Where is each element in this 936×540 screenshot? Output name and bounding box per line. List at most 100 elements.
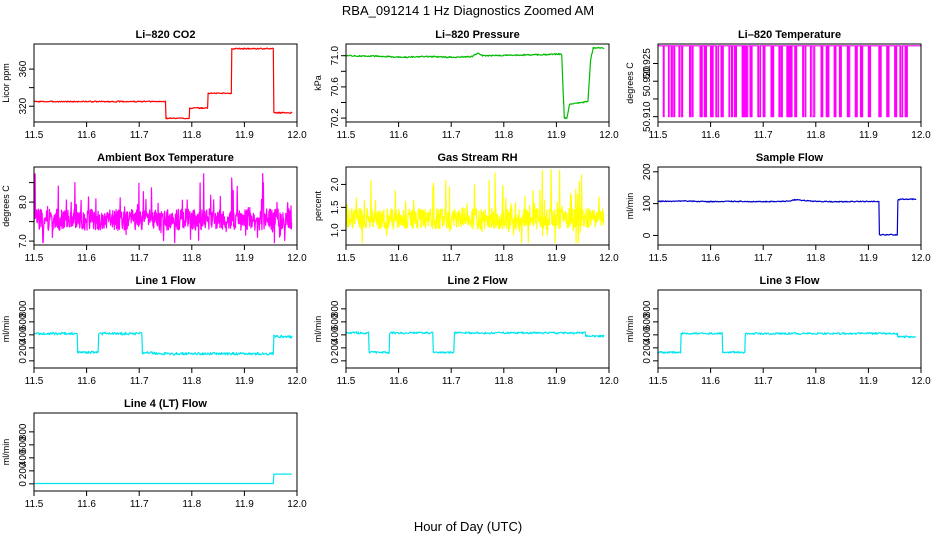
y-tick-label: 0	[642, 232, 653, 238]
series-line	[33, 331, 293, 356]
x-tick-label: 12.0	[287, 253, 307, 264]
panel-title: Li–820 Pressure	[435, 29, 519, 41]
y-tick-label: 200	[18, 339, 29, 356]
x-tick-label: 11.5	[337, 253, 356, 264]
x-tick-label: 11.6	[77, 253, 96, 264]
plot-frame	[345, 43, 610, 123]
y-axis-label: Licor ppm	[1, 63, 11, 103]
x-tick-label: 12.0	[911, 130, 931, 141]
y-axis-label: degrees C	[1, 185, 11, 227]
y-axis-label: ml/min	[1, 439, 11, 466]
figure-x-axis-label: Hour of Day (UTC)	[414, 519, 522, 534]
x-tick-label: 11.7	[442, 253, 461, 264]
y-tick-label: 71.0	[330, 46, 341, 66]
x-tick-label: 11.6	[701, 130, 720, 141]
y-tick-label: 70.2	[330, 108, 341, 128]
plot-frame	[33, 43, 298, 123]
x-tick-label: 11.6	[77, 130, 96, 141]
y-axis-label: ml/min	[1, 316, 11, 343]
x-tick-label: 11.8	[182, 376, 201, 387]
x-tick-label: 11.8	[806, 253, 825, 264]
panel-title: Line 3 Flow	[760, 275, 820, 287]
x-tick-label: 12.0	[599, 253, 619, 264]
panel-0: Li–820 CO2 Licor ppm 11.5 11.6 11.7 11.8 11.9 1…	[1, 29, 307, 141]
panel-9: Line 4 (LT) Flow ml/min 11.5 11.6 11.7 11.8 11…	[1, 398, 307, 510]
series-line	[33, 47, 293, 120]
x-tick-label: 11.9	[547, 376, 566, 387]
series-line	[345, 46, 605, 120]
x-tick-label: 11.7	[754, 130, 773, 141]
x-tick-label: 11.9	[235, 130, 254, 141]
y-axis-label: kPa	[313, 75, 323, 91]
y-tick-label: 600	[642, 313, 653, 330]
y-tick-label: 50.925	[642, 48, 653, 79]
y-axis-label: ml/min	[313, 316, 323, 343]
y-tick-label: 8.0	[18, 195, 29, 209]
series-line	[658, 45, 921, 118]
y-axis-label: ml/min	[625, 316, 635, 343]
plot-frame	[345, 166, 610, 246]
y-tick-label: 200	[642, 339, 653, 356]
y-tick-label: 200	[330, 339, 341, 356]
y-tick-label: 0	[330, 358, 341, 364]
series-line	[657, 198, 917, 236]
x-tick-label: 11.8	[494, 253, 513, 264]
y-tick-label: 600	[18, 436, 29, 453]
x-tick-label: 11.6	[701, 253, 720, 264]
plot-frame	[33, 166, 298, 246]
x-tick-label: 11.7	[754, 376, 773, 387]
x-tick-label: 12.0	[599, 130, 619, 141]
y-tick-label: 400	[18, 449, 29, 466]
y-tick-label: 7.0	[18, 234, 29, 248]
x-tick-label: 11.9	[859, 130, 878, 141]
y-tick-label: 0	[18, 481, 29, 487]
x-tick-label: 11.7	[130, 499, 149, 510]
x-tick-label: 11.7	[130, 376, 149, 387]
y-tick-label: 800	[330, 300, 341, 317]
x-tick-label: 11.9	[235, 253, 254, 264]
series-line	[345, 331, 605, 354]
panel-6: Line 1 Flow ml/min 11.5 11.6 11.7 11.8 11.9 12.…	[1, 275, 307, 387]
x-tick-label: 11.5	[649, 376, 668, 387]
chart-panels: Li–820 CO2 Licor ppm 11.5 11.6 11.7 11.8 11.9 1…	[1, 29, 931, 510]
y-axis-label: ml/min	[625, 193, 635, 220]
x-tick-label: 11.9	[235, 376, 254, 387]
x-tick-label: 11.5	[649, 253, 668, 264]
y-tick-label: 1.0	[330, 223, 341, 237]
panel-title: Sample Flow	[756, 152, 824, 164]
x-tick-label: 11.7	[130, 253, 149, 264]
panel-title: Line 2 Flow	[448, 275, 508, 287]
y-axis-label: degrees C	[625, 62, 635, 104]
x-tick-label: 11.5	[25, 499, 44, 510]
x-tick-label: 11.9	[859, 376, 878, 387]
panel-title: Li–820 CO2	[136, 29, 196, 41]
x-tick-label: 11.9	[235, 499, 254, 510]
y-tick-label: 800	[642, 300, 653, 317]
x-tick-label: 11.9	[547, 253, 566, 264]
x-tick-label: 11.8	[806, 376, 825, 387]
x-tick-label: 12.0	[287, 130, 307, 141]
x-tick-label: 11.7	[130, 130, 149, 141]
panel-title: Line 4 (LT) Flow	[124, 398, 207, 410]
y-tick-label: 0	[642, 358, 653, 364]
x-tick-label: 12.0	[599, 376, 619, 387]
panel-title: Li–820 Temperature	[738, 29, 841, 41]
y-tick-label: 400	[642, 326, 653, 343]
panel-title: Gas Stream RH	[437, 152, 517, 164]
x-tick-label: 12.0	[911, 253, 931, 264]
x-tick-label: 11.7	[442, 130, 461, 141]
plot-frame	[33, 289, 298, 369]
plot-frame	[33, 412, 298, 492]
y-axis-label: percent	[313, 190, 323, 221]
x-tick-label: 11.9	[859, 253, 878, 264]
x-tick-label: 11.5	[649, 130, 668, 141]
y-tick-label: 200	[18, 462, 29, 479]
x-tick-label: 11.5	[337, 376, 356, 387]
panel-title: Line 1 Flow	[136, 275, 196, 287]
y-tick-label: 320	[18, 97, 29, 114]
plot-frame	[657, 166, 922, 246]
panel-8: Line 3 Flow ml/min 11.5 11.6 11.7 11.8 11.9 12.…	[625, 275, 931, 387]
figure-title: RBA_091214 1 Hz Diagnostics Zoomed AM	[342, 3, 594, 18]
x-tick-label: 11.8	[182, 130, 201, 141]
